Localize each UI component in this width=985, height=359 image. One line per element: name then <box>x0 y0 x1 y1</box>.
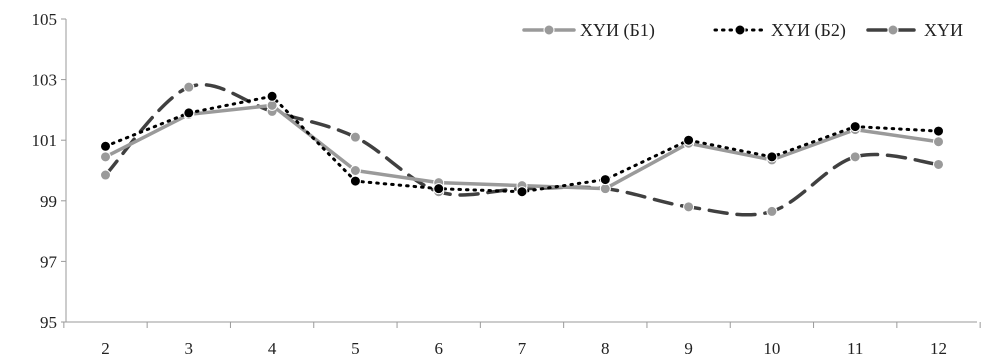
legend-swatch-marker <box>887 24 899 36</box>
y-tick-label: 101 <box>32 131 58 150</box>
x-axis: 2 3 4 5 6 7 8 9 10 11 12 <box>63 321 981 358</box>
data-point <box>349 131 361 143</box>
y-tick-labels: 95 97 99 101 103 105 <box>32 10 66 332</box>
data-point <box>933 136 944 148</box>
x-tick-label: 6 <box>434 339 443 358</box>
y-tick-label: 105 <box>32 10 58 29</box>
x-tick-label: 8 <box>601 339 610 358</box>
x-tick-label: 3 <box>185 339 194 358</box>
legend: ХҮИ (Б1) ХҮИ (Б2) ХҮИ <box>522 20 963 41</box>
data-point <box>849 151 861 163</box>
x-tick-label: 10 <box>763 339 780 358</box>
data-point <box>100 169 111 181</box>
x-tick-labels: 2 3 4 5 6 7 8 9 10 11 12 <box>101 339 947 358</box>
data-point <box>766 151 778 163</box>
legend-entry: ХҮИ (Б1) <box>522 20 655 41</box>
legend-entry: ХҮИ (Б2) <box>713 20 846 41</box>
data-point <box>599 183 611 195</box>
data-point <box>599 174 611 186</box>
data-point <box>766 205 778 217</box>
series-2 <box>100 90 944 198</box>
data-point <box>933 125 944 137</box>
legend-entry: ХҮИ <box>866 20 963 40</box>
data-point <box>183 81 195 93</box>
legend-swatch-marker <box>543 24 555 36</box>
x-tick-label: 7 <box>518 339 527 358</box>
legend-label: ХҮИ (Б2) <box>771 20 846 41</box>
legend-label: ХҮИ <box>924 20 963 40</box>
series-layer <box>100 81 944 217</box>
data-point <box>183 107 195 119</box>
data-point <box>683 201 695 213</box>
x-tick-label: 2 <box>101 339 110 358</box>
y-tick-label: 103 <box>32 71 58 90</box>
x-tick-label: 11 <box>847 339 863 358</box>
y-tick-label: 99 <box>40 192 57 211</box>
x-tick-label: 12 <box>930 339 947 358</box>
x-tick-label: 9 <box>684 339 693 358</box>
series-line <box>103 103 941 191</box>
data-point <box>683 134 695 146</box>
legend-label: ХҮИ (Б1) <box>580 20 655 41</box>
x-tick-marks <box>63 322 981 328</box>
data-point <box>100 151 111 163</box>
x-tick-label: 5 <box>351 339 360 358</box>
data-point <box>349 165 361 176</box>
data-point <box>849 121 861 133</box>
data-point <box>266 90 278 102</box>
legend-swatch-marker <box>734 24 746 36</box>
y-tick-label: 97 <box>40 252 58 271</box>
data-point <box>349 175 361 187</box>
y-axis: 95 97 99 101 103 105 <box>32 10 67 332</box>
data-point <box>100 140 111 152</box>
data-point <box>516 186 528 198</box>
y-tick-label: 95 <box>40 313 57 332</box>
series-line <box>104 94 940 194</box>
data-point <box>933 158 944 170</box>
x-tick-label: 4 <box>268 339 277 358</box>
data-point <box>433 183 445 195</box>
